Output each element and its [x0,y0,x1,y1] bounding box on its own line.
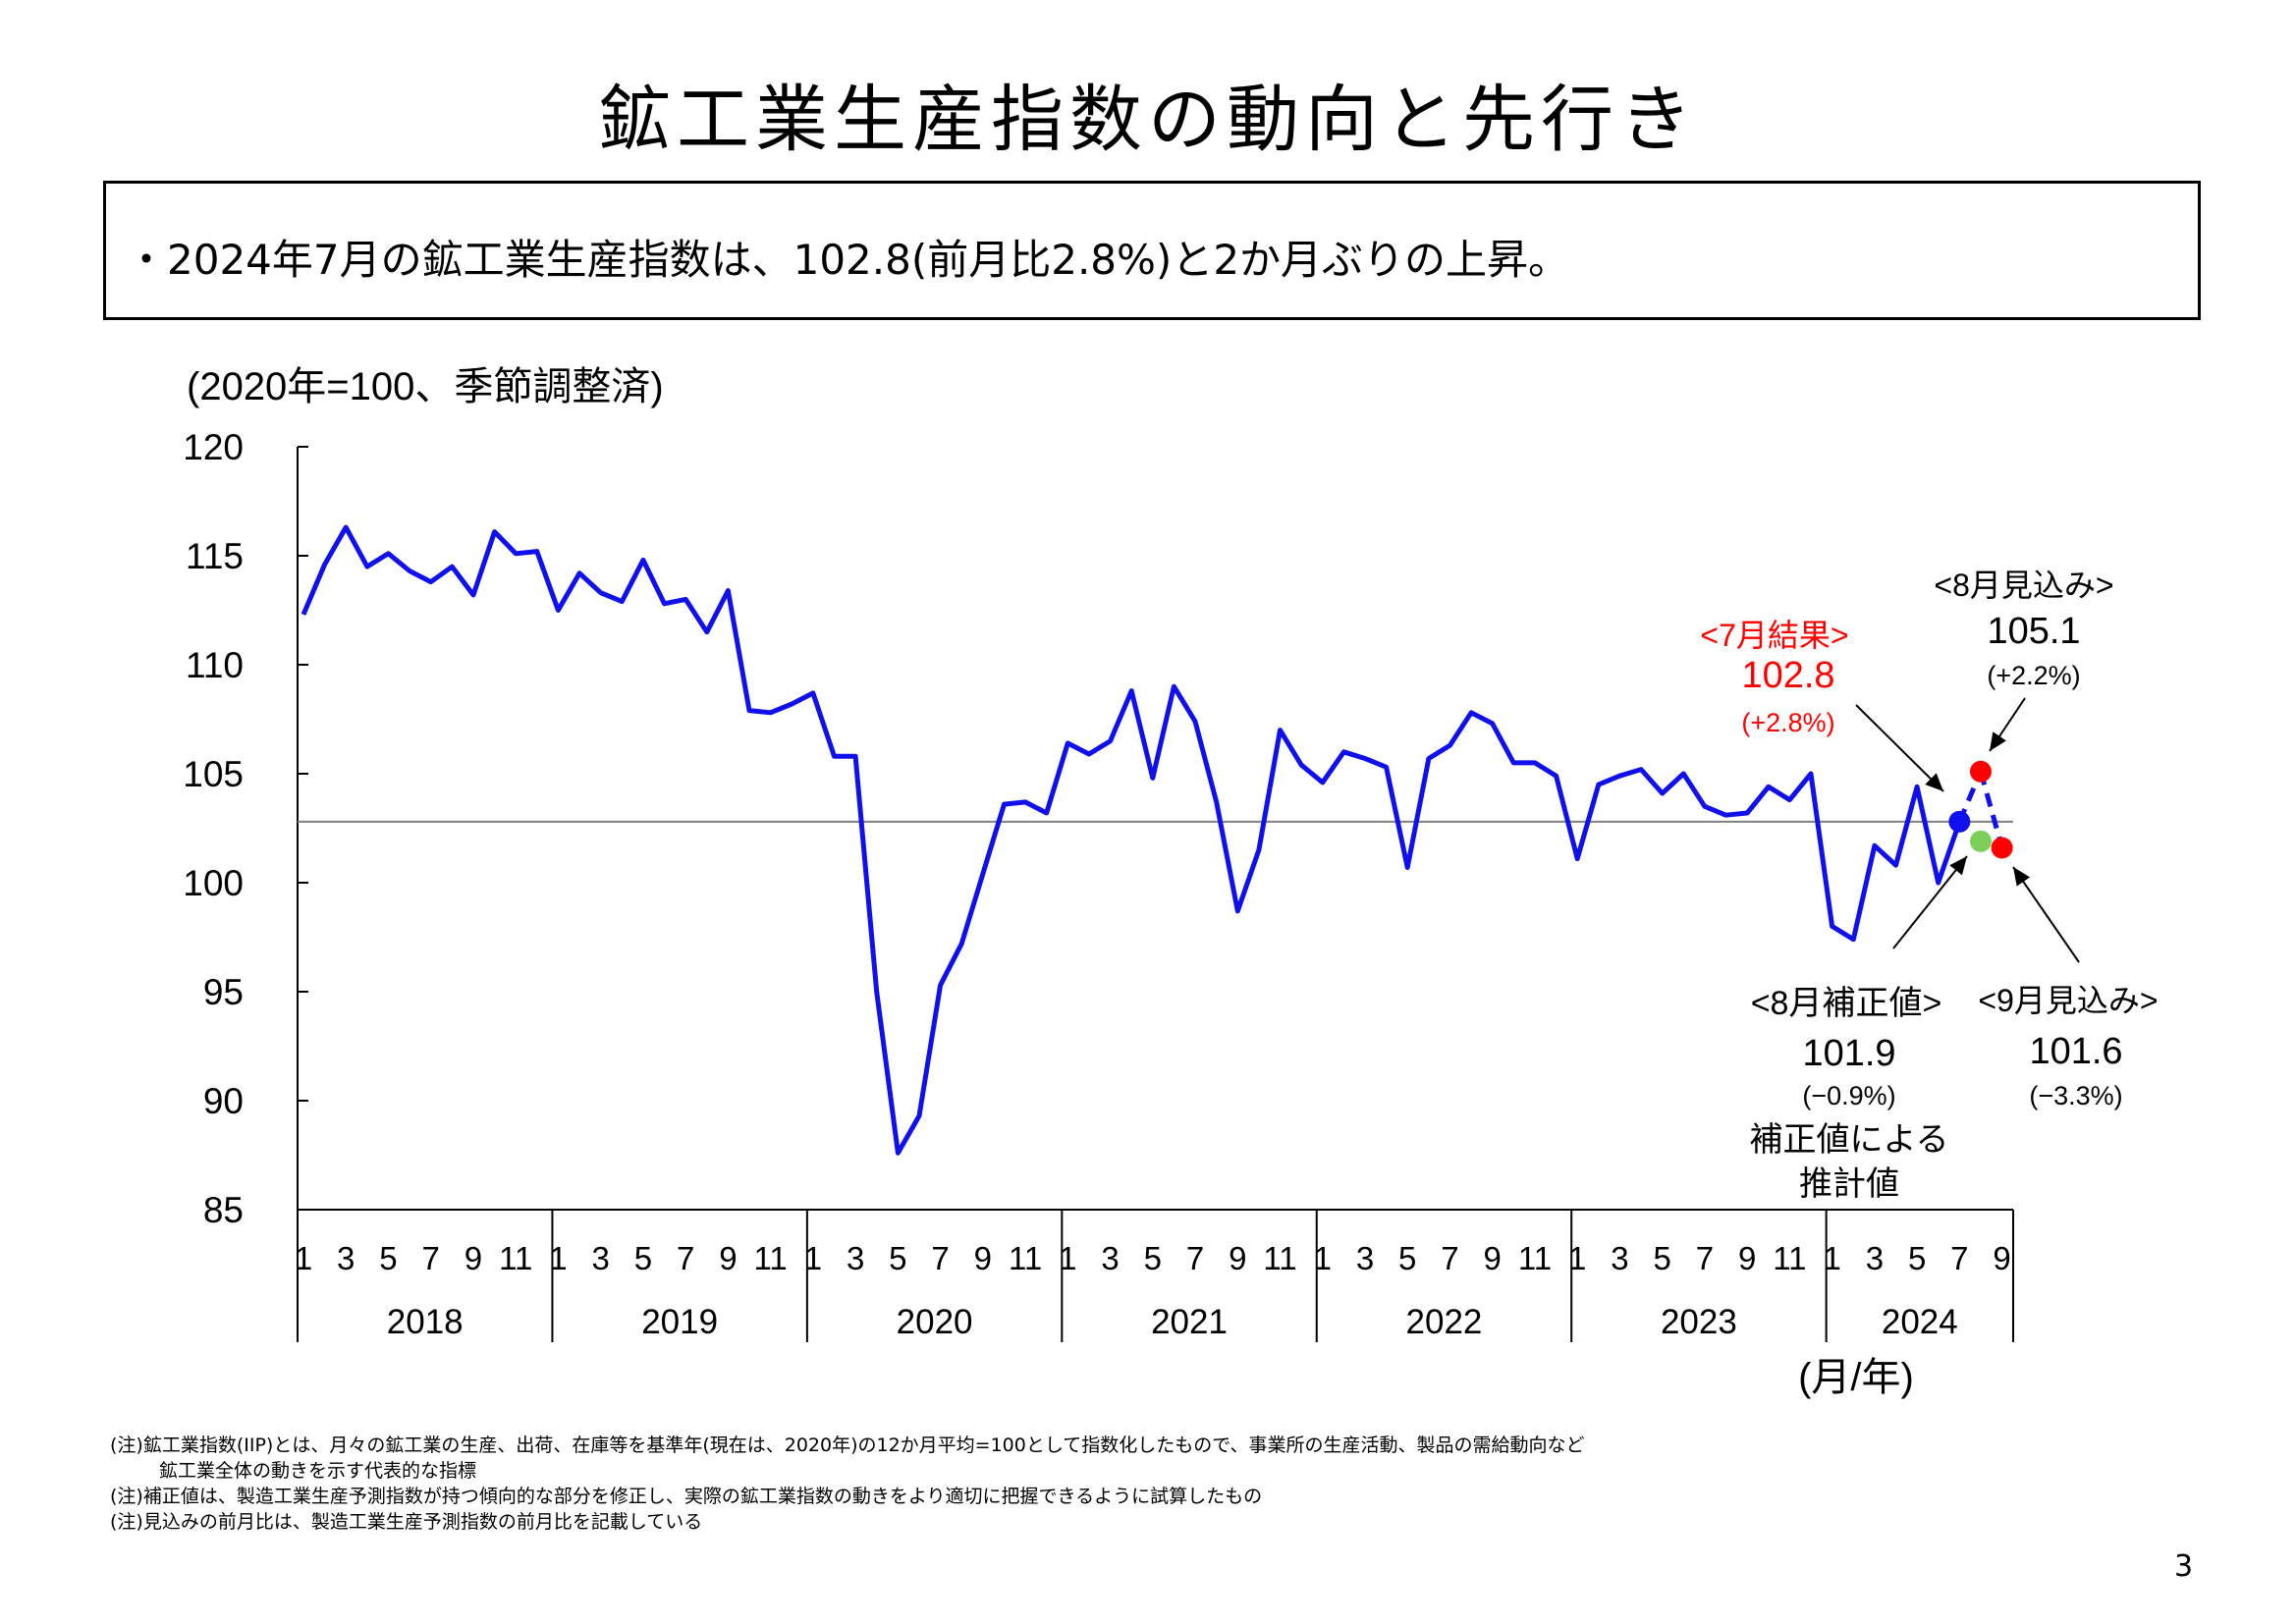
july-label: <7月結果> [1700,618,1848,653]
month-tick-label: 5 [1908,1240,1926,1276]
month-tick-label: 7 [1696,1240,1714,1276]
x-axis-label: (月/年) [1798,1356,1914,1399]
forecast-dashed-line [1978,771,2005,849]
y-tick-label: 100 [183,863,244,903]
aug-corrected-note-2: 推計値 [1799,1165,1899,1203]
series-line [301,524,1962,1156]
month-tick-label: 7 [677,1240,694,1276]
marker-2024-08 [1969,830,1992,852]
y-tick-label: 105 [183,754,244,794]
note-1: (注)鉱工業指数(IIP)とは、月々の鉱工業の生産、出荷、在庫等を基準年(現在は… [110,1435,1585,1456]
unit-label: (2020年=100、季節調整済) [187,365,664,408]
y-tick-label: 115 [186,536,244,576]
month-tick-label: 9 [1738,1240,1756,1276]
summary-text: ・2024年7月の鉱工業生産指数は、102.8(前月比2.8%)と2か月ぶりの上… [126,236,1570,284]
marker-2024-09 [1991,837,2013,859]
month-tick-label: 1 [295,1240,312,1276]
note-2: (注)補正値は、製造工業生産予測指数が持つ傾向的な部分を修正し、実際の鉱工業指数… [110,1486,1263,1507]
sep-forecast-change: (−3.3%) [2029,1081,2122,1110]
month-tick-label: 7 [931,1240,949,1276]
note-1-cont: 鉱工業全体の動きを示す代表的な指標 [159,1460,477,1482]
month-tick-label: 3 [337,1240,355,1276]
month-tick-label: 9 [1484,1240,1502,1276]
month-tick-label: 5 [634,1240,652,1276]
year-label: 2024 [1882,1303,1958,1341]
month-tick-label: 11 [1518,1240,1552,1276]
month-tick-label: 9 [465,1240,482,1276]
summary-box: ・2024年7月の鉱工業生産指数は、102.8(前月比2.8%)と2か月ぶりの上… [103,181,2201,320]
month-tick-label: 3 [592,1240,610,1276]
month-tick-label: 9 [1229,1240,1246,1276]
page-title: 鉱工業生産指数の動向と先行き [598,78,1698,162]
month-tick-label: 1 [1823,1240,1840,1276]
month-tick-label: 1 [804,1240,822,1276]
aug-forecast-label: <8月見込み> [1934,568,2113,603]
month-tick-label: 5 [889,1240,906,1276]
july-change: (+2.8%) [1741,708,1834,737]
month-tick-label: 1 [549,1240,567,1276]
month-tick-label: 1 [1314,1240,1332,1276]
month-tick-label: 7 [422,1240,440,1276]
y-tick-label: 90 [203,1081,244,1121]
aug-corrected-note-1: 補正値による [1750,1121,1949,1159]
month-tick-label: 9 [974,1240,992,1276]
year-label: 2023 [1661,1303,1737,1341]
month-tick-label: 5 [1398,1240,1416,1276]
marker-2024-08 [1969,760,1992,783]
month-tick-label: 1 [1568,1240,1586,1276]
month-tick-label: 5 [379,1240,397,1276]
aug-corrected-value: 101.9 [1802,1033,1895,1074]
month-tick-label: 11 [499,1240,532,1276]
marker-2024-07 [1948,810,1971,833]
arrow-aug-corrected-head [1949,856,1967,876]
month-tick-label: 7 [1441,1240,1458,1276]
month-tick-label: 5 [1144,1240,1162,1276]
month-tick-label: 11 [1009,1240,1042,1276]
month-tick-label: 7 [1950,1240,1968,1276]
aug-corrected-change: (−0.9%) [1802,1081,1895,1110]
month-tick-label: 3 [1866,1240,1884,1276]
year-label: 2022 [1406,1303,1483,1341]
july-value: 102.8 [1741,655,1834,696]
month-tick-label: 1 [1059,1240,1076,1276]
month-tick-label: 7 [1186,1240,1204,1276]
aug-corrected-label: <8月補正値> [1751,985,1942,1022]
year-label: 2021 [1151,1303,1228,1341]
y-tick-label: 110 [186,645,244,685]
y-tick-label: 85 [203,1190,244,1230]
year-label: 2018 [387,1303,464,1341]
arrow-july [1855,704,1944,792]
month-tick-label: 3 [847,1240,864,1276]
month-tick-label: 5 [1654,1240,1671,1276]
y-tick-label: 120 [183,427,244,467]
aug-forecast-change: (+2.2%) [1987,661,2080,690]
year-label: 2019 [641,1303,718,1341]
month-tick-label: 3 [1356,1240,1374,1276]
y-tick-label: 95 [203,972,244,1012]
month-tick-label: 11 [1773,1240,1806,1276]
arrow-aug-forecast-head [1990,731,2006,751]
aug-forecast-value: 105.1 [1987,611,2080,652]
note-3: (注)見込みの前月比は、製造工業生産予測指数の前月比を記載している [110,1511,703,1533]
sep-forecast-label: <9月見込み> [1978,983,2158,1018]
arrow-aug-corrected [1892,855,1968,949]
arrow-sep-forecast [2012,866,2080,963]
month-tick-label: 3 [1101,1240,1119,1276]
month-tick-label: 11 [1263,1240,1296,1276]
month-tick-label: 11 [754,1240,788,1276]
month-tick-label: 3 [1611,1240,1628,1276]
month-tick-label: 9 [1993,1240,2010,1276]
sep-forecast-value: 101.6 [2029,1031,2122,1072]
arrow-july-head [1925,773,1943,791]
arrow-sep-forecast-head [2013,867,2031,887]
month-tick-label: 9 [719,1240,737,1276]
year-label: 2020 [897,1303,973,1341]
page-number: 3 [2174,1549,2194,1584]
